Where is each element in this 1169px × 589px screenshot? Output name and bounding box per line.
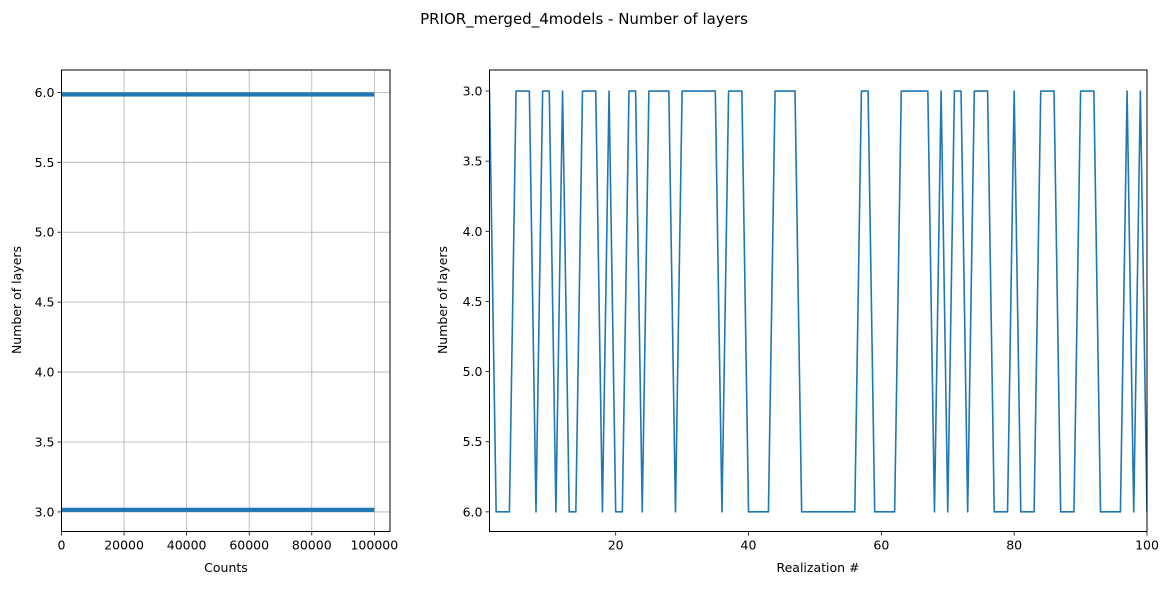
line-y-tick-label: 4.5 bbox=[463, 294, 483, 309]
hist-y-tick-label: 6.0 bbox=[35, 85, 55, 100]
right-xlabel: Realization # bbox=[776, 560, 859, 575]
plot-frame bbox=[489, 69, 1148, 532]
line-y-tick-label: 5.5 bbox=[463, 434, 483, 449]
realization-line-axes: 20 40 60 80 100 3.0 3.5 4.0 4.5 5.0 5.5 6.0 bbox=[463, 69, 1159, 553]
hist-y-tick-label: 5.5 bbox=[35, 155, 55, 170]
left-xlabel: Counts bbox=[204, 560, 248, 575]
hist-y-tick-label: 3.0 bbox=[35, 504, 55, 519]
hist-x-tick-label: 80000 bbox=[292, 538, 332, 553]
line-x-tick-label: 40 bbox=[741, 538, 757, 553]
hist-y-tick-label: 4.0 bbox=[35, 365, 55, 380]
line-x-tick-label: 60 bbox=[873, 538, 889, 553]
hist-y-tick-label: 5.0 bbox=[35, 225, 55, 240]
line-x-tick-label: 20 bbox=[608, 538, 624, 553]
right-ylabel: Number of layers bbox=[435, 246, 450, 354]
hist-x-tick-label: 0 bbox=[58, 538, 66, 553]
line-x-tick-label: 100 bbox=[1135, 538, 1159, 553]
figure-title: PRIOR_merged_4models - Number of layers bbox=[420, 10, 748, 29]
line-y-tick-label: 4.0 bbox=[463, 224, 483, 239]
histogram-bar bbox=[61, 507, 375, 512]
line-x-tick-label: 80 bbox=[1006, 538, 1022, 553]
left-ylabel: Number of layers bbox=[9, 246, 24, 354]
histogram-bar bbox=[61, 92, 375, 97]
realization-series-line bbox=[489, 90, 1147, 513]
hist-y-tick-label: 3.5 bbox=[35, 434, 55, 449]
hist-x-tick-label: 20000 bbox=[104, 538, 144, 553]
hist-x-tick-label: 100000 bbox=[350, 538, 398, 553]
hist-y-tick-label: 4.5 bbox=[35, 295, 55, 310]
line-y-tick-label: 5.0 bbox=[463, 364, 483, 379]
line-y-tick-label: 6.0 bbox=[463, 504, 483, 519]
hist-x-tick-label: 60000 bbox=[229, 538, 269, 553]
line-y-tick-label: 3.5 bbox=[463, 154, 483, 169]
hist-x-tick-label: 40000 bbox=[167, 538, 207, 553]
plot-frame bbox=[61, 69, 391, 532]
line-y-tick-label: 3.0 bbox=[463, 84, 483, 99]
histogram-axes: 0 20000 40000 60000 80000 100000 3.0 3.5 4.0 4.5 5… bbox=[35, 69, 398, 553]
